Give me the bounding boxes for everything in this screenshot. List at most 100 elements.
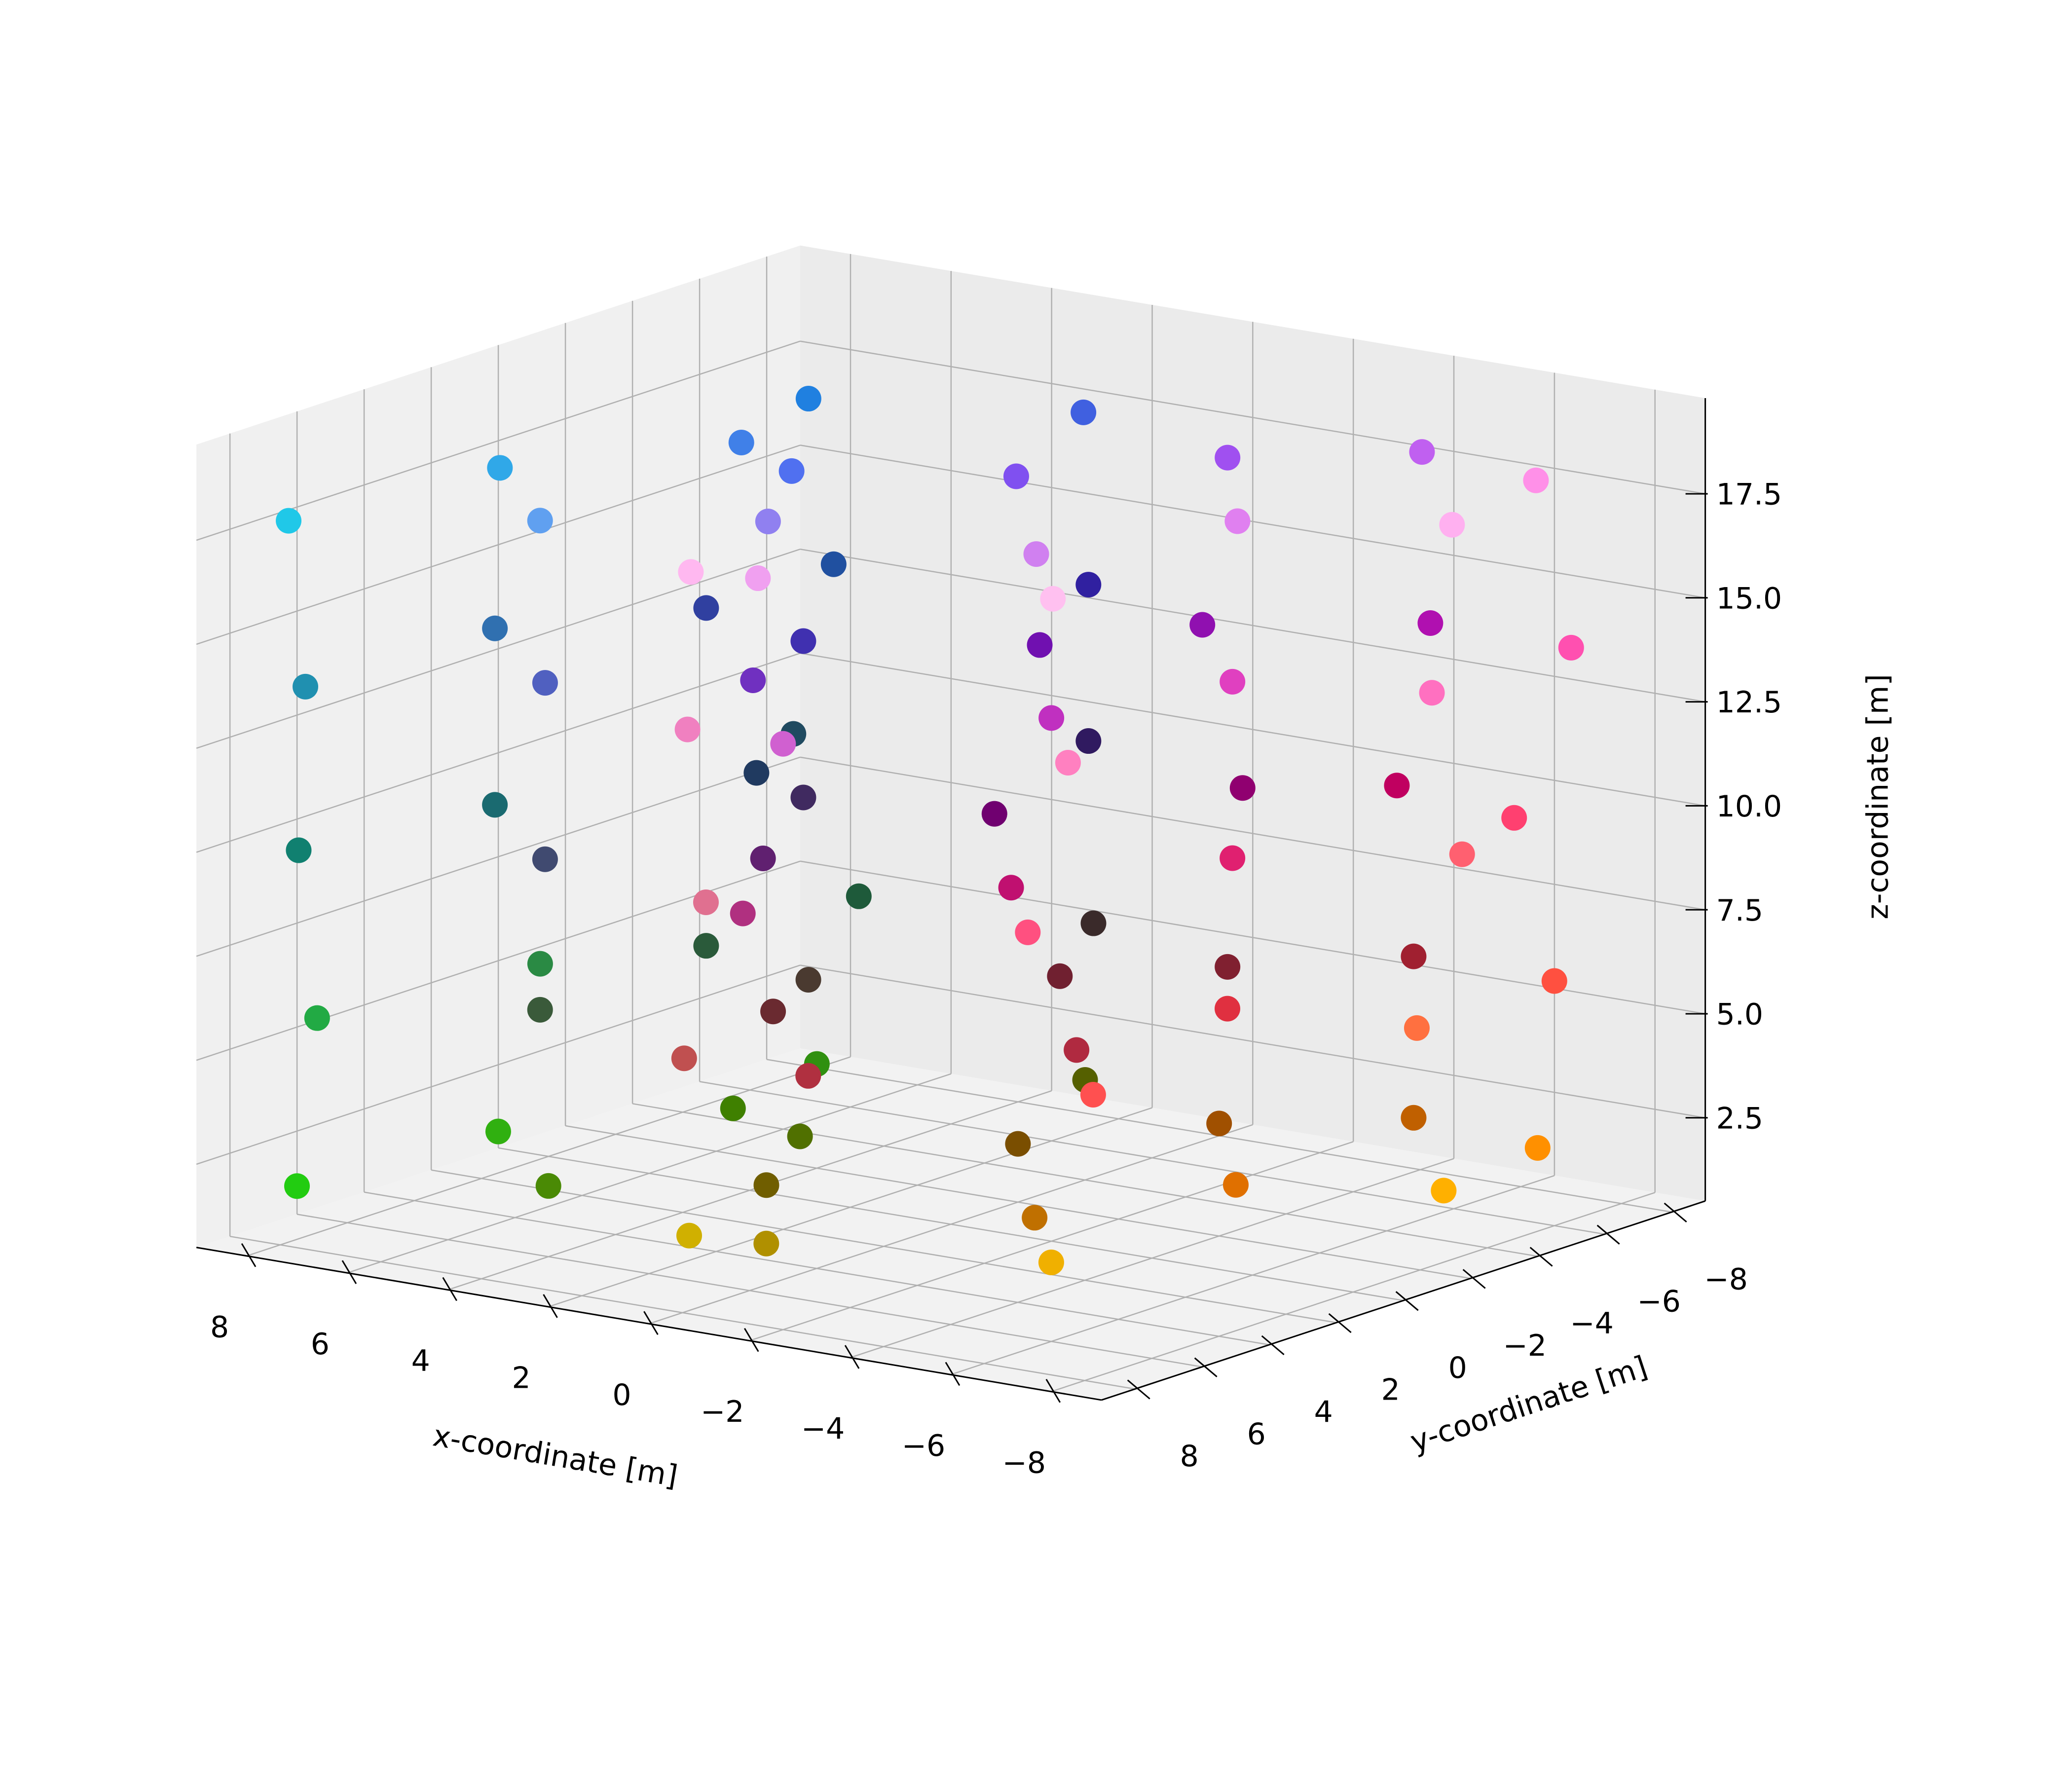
point xyxy=(790,628,816,654)
grid-line xyxy=(800,964,1705,1119)
point xyxy=(778,458,805,484)
x-tick xyxy=(844,1345,860,1369)
y-tick-label: −8 xyxy=(1704,1262,1747,1296)
y-tick xyxy=(1596,1224,1620,1245)
point xyxy=(532,670,558,696)
point xyxy=(535,1173,561,1199)
point xyxy=(1409,439,1435,465)
point xyxy=(1431,1178,1457,1204)
point xyxy=(1022,1205,1048,1231)
point xyxy=(790,784,816,811)
grid-line xyxy=(800,444,1705,598)
y-tick-label: 6 xyxy=(1247,1417,1266,1451)
x-tick-label: 0 xyxy=(612,1378,631,1412)
y-tick xyxy=(1395,1291,1419,1311)
y-tick-label: 0 xyxy=(1448,1351,1467,1385)
z-tick-label: 15.0 xyxy=(1716,581,1782,616)
x-tick-label: −2 xyxy=(701,1395,744,1429)
x-tick xyxy=(341,1260,357,1284)
point xyxy=(1071,399,1097,425)
point xyxy=(482,792,508,818)
point xyxy=(1215,444,1241,471)
x-tick xyxy=(543,1294,558,1318)
point xyxy=(1023,541,1049,567)
point xyxy=(750,846,776,872)
z-tick-label: 7.5 xyxy=(1716,893,1763,928)
grid-line xyxy=(565,1125,1471,1279)
grid-line xyxy=(196,964,801,1165)
z-tick-label: 2.5 xyxy=(1716,1101,1763,1136)
point xyxy=(293,673,319,700)
point xyxy=(1401,943,1427,969)
x-tick-label: 2 xyxy=(512,1361,530,1395)
point xyxy=(674,716,701,742)
point xyxy=(1449,841,1475,867)
point xyxy=(693,889,719,915)
point xyxy=(795,966,821,993)
point xyxy=(795,1063,821,1089)
x-tick xyxy=(643,1311,659,1335)
point xyxy=(1215,996,1241,1022)
y-tick-label: −2 xyxy=(1503,1329,1546,1363)
y-tick-label: 4 xyxy=(1314,1395,1333,1429)
point xyxy=(482,615,508,641)
point xyxy=(304,1005,330,1031)
point xyxy=(720,1095,746,1121)
x-tick xyxy=(442,1277,458,1301)
point xyxy=(527,997,553,1023)
grid-line xyxy=(800,548,1705,703)
y-tick xyxy=(1328,1313,1352,1333)
point xyxy=(276,508,302,534)
grid-line xyxy=(196,549,801,749)
point xyxy=(743,760,770,786)
point xyxy=(1384,773,1410,799)
point xyxy=(1080,1082,1106,1108)
grid-line xyxy=(699,1081,1605,1235)
point xyxy=(1005,1131,1031,1157)
point xyxy=(1558,634,1584,661)
grid-line xyxy=(296,1214,1202,1368)
point xyxy=(846,883,872,909)
point xyxy=(678,559,704,585)
point xyxy=(485,1118,511,1145)
point xyxy=(730,900,756,926)
z-tick-label: 17.5 xyxy=(1716,478,1782,512)
x-tick xyxy=(241,1243,257,1267)
x-tick-label: 6 xyxy=(311,1327,330,1362)
y-tick-label: −4 xyxy=(1570,1306,1613,1341)
point xyxy=(487,455,513,481)
y-tick xyxy=(1261,1335,1285,1356)
point xyxy=(1404,1015,1430,1041)
grid-line xyxy=(498,1147,1404,1301)
point xyxy=(693,933,719,959)
point xyxy=(284,1173,310,1199)
grid-line xyxy=(196,444,801,645)
point xyxy=(693,595,719,621)
point xyxy=(1439,512,1465,538)
y-tick-label: 8 xyxy=(1180,1439,1199,1474)
y-tick-label: 2 xyxy=(1381,1373,1400,1407)
point xyxy=(728,429,754,455)
grid-line xyxy=(196,340,801,541)
x-tick xyxy=(945,1362,961,1386)
x-tick xyxy=(743,1328,759,1352)
point xyxy=(1075,572,1102,598)
grid-line xyxy=(364,1191,1269,1346)
grid-line xyxy=(229,1235,1135,1390)
point xyxy=(820,551,847,577)
point xyxy=(1541,968,1567,994)
point xyxy=(1419,680,1445,706)
point xyxy=(527,951,553,977)
point xyxy=(787,1123,813,1149)
point xyxy=(745,565,771,592)
z-tick-label: 10.0 xyxy=(1716,789,1782,824)
point xyxy=(1224,508,1251,534)
z-axis-label: z-coordinate [m] xyxy=(1861,674,1895,920)
point xyxy=(676,1222,703,1249)
point xyxy=(1215,954,1241,980)
point xyxy=(1501,805,1527,831)
grid-line xyxy=(632,1103,1538,1257)
point xyxy=(1080,910,1107,936)
point xyxy=(1401,1105,1427,1131)
